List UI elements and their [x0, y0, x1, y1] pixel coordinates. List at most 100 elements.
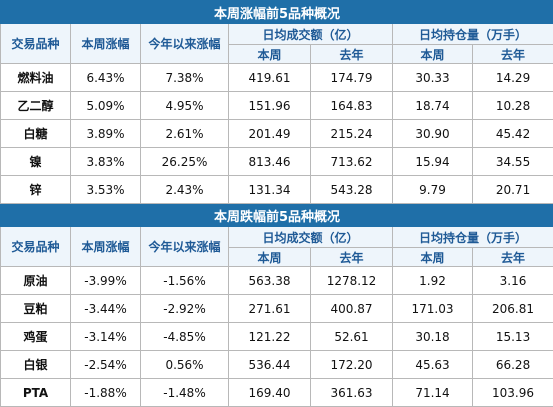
ytd-change: -1.56%: [141, 267, 229, 295]
table-row: 乙二醇 5.09% 4.95% 151.96 164.83 18.74 10.2…: [1, 92, 553, 120]
turnover-this-week: 121.22: [229, 323, 311, 351]
col-header-weekly-change: 本周涨幅: [71, 24, 141, 64]
turnover-last-year: 174.79: [311, 64, 393, 92]
oi-last-year: 45.42: [473, 120, 553, 148]
col-header-turnover: 日均成交额（亿）: [229, 227, 393, 248]
turnover-last-year: 400.87: [311, 295, 393, 323]
weekly-change: -3.99%: [71, 267, 141, 295]
ytd-change: -1.48%: [141, 379, 229, 407]
ytd-change: -4.85%: [141, 323, 229, 351]
col-header-turnover-last-year: 去年: [311, 248, 393, 267]
oi-this-week: 30.33: [393, 64, 473, 92]
oi-this-week: 171.03: [393, 295, 473, 323]
turnover-last-year: 1278.12: [311, 267, 393, 295]
turnover-this-week: 536.44: [229, 351, 311, 379]
weekly-change: -3.14%: [71, 323, 141, 351]
oi-this-week: 9.79: [393, 176, 473, 204]
weekly-change: 6.43%: [71, 64, 141, 92]
oi-last-year: 20.71: [473, 176, 553, 204]
turnover-this-week: 201.49: [229, 120, 311, 148]
turnover-this-week: 131.34: [229, 176, 311, 204]
col-header-turnover-last-year: 去年: [311, 45, 393, 64]
turnover-this-week: 271.61: [229, 295, 311, 323]
ytd-change: 26.25%: [141, 148, 229, 176]
oi-this-week: 30.18: [393, 323, 473, 351]
oi-this-week: 30.90: [393, 120, 473, 148]
weekly-change: 5.09%: [71, 92, 141, 120]
variety-name: 原油: [1, 267, 71, 295]
table-row: 豆粕 -3.44% -2.92% 271.61 400.87 171.03 20…: [1, 295, 553, 323]
col-header-oi-last-year: 去年: [473, 248, 553, 267]
variety-name: 白糖: [1, 120, 71, 148]
table-row: 鸡蛋 -3.14% -4.85% 121.22 52.61 30.18 15.1…: [1, 323, 553, 351]
ytd-change: -2.92%: [141, 295, 229, 323]
oi-this-week: 71.14: [393, 379, 473, 407]
col-header-ytd-change: 今年以来涨幅: [141, 24, 229, 64]
oi-last-year: 206.81: [473, 295, 553, 323]
oi-this-week: 1.92: [393, 267, 473, 295]
table-row: 燃料油 6.43% 7.38% 419.61 174.79 30.33 14.2…: [1, 64, 553, 92]
ytd-change: 2.43%: [141, 176, 229, 204]
turnover-last-year: 164.83: [311, 92, 393, 120]
turnover-last-year: 52.61: [311, 323, 393, 351]
col-header-weekly-change: 本周涨幅: [71, 227, 141, 267]
turnover-this-week: 151.96: [229, 92, 311, 120]
table-row: PTA -1.88% -1.48% 169.40 361.63 71.14 10…: [1, 379, 553, 407]
col-header-turnover: 日均成交额（亿）: [229, 24, 393, 45]
weekly-change: -3.44%: [71, 295, 141, 323]
oi-last-year: 3.16: [473, 267, 553, 295]
turnover-last-year: 543.28: [311, 176, 393, 204]
table-row: 白糖 3.89% 2.61% 201.49 215.24 30.90 45.42: [1, 120, 553, 148]
oi-this-week: 15.94: [393, 148, 473, 176]
turnover-this-week: 563.38: [229, 267, 311, 295]
variety-name: 燃料油: [1, 64, 71, 92]
weekly-change: 3.89%: [71, 120, 141, 148]
oi-last-year: 103.96: [473, 379, 553, 407]
col-header-oi-this-week: 本周: [393, 248, 473, 267]
col-header-ytd-change: 今年以来涨幅: [141, 227, 229, 267]
weekly-change: -2.54%: [71, 351, 141, 379]
oi-this-week: 18.74: [393, 92, 473, 120]
turnover-last-year: 172.20: [311, 351, 393, 379]
turnover-last-year: 361.63: [311, 379, 393, 407]
section-title-gainers: 本周涨幅前5品种概况: [1, 1, 553, 24]
col-header-oi-last-year: 去年: [473, 45, 553, 64]
variety-name: 锌: [1, 176, 71, 204]
variety-name: PTA: [1, 379, 71, 407]
oi-last-year: 14.29: [473, 64, 553, 92]
weekly-change: 3.83%: [71, 148, 141, 176]
weekly-change: 3.53%: [71, 176, 141, 204]
oi-last-year: 15.13: [473, 323, 553, 351]
col-header-turnover-this-week: 本周: [229, 45, 311, 64]
ytd-change: 4.95%: [141, 92, 229, 120]
ytd-change: 2.61%: [141, 120, 229, 148]
oi-this-week: 45.63: [393, 351, 473, 379]
variety-name: 豆粕: [1, 295, 71, 323]
ytd-change: 7.38%: [141, 64, 229, 92]
oi-last-year: 66.28: [473, 351, 553, 379]
col-header-variety: 交易品种: [1, 24, 71, 64]
table-row: 原油 -3.99% -1.56% 563.38 1278.12 1.92 3.1…: [1, 267, 553, 295]
turnover-last-year: 215.24: [311, 120, 393, 148]
table-row: 锌 3.53% 2.43% 131.34 543.28 9.79 20.71: [1, 176, 553, 204]
oi-last-year: 34.55: [473, 148, 553, 176]
variety-name: 鸡蛋: [1, 323, 71, 351]
turnover-this-week: 419.61: [229, 64, 311, 92]
oi-last-year: 10.28: [473, 92, 553, 120]
table-row: 白银 -2.54% 0.56% 536.44 172.20 45.63 66.2…: [1, 351, 553, 379]
section-title-losers: 本周跌幅前5品种概况: [1, 204, 553, 227]
variety-name: 镍: [1, 148, 71, 176]
col-header-open-interest: 日均持仓量（万手）: [393, 227, 553, 248]
weekly-change: -1.88%: [71, 379, 141, 407]
ytd-change: 0.56%: [141, 351, 229, 379]
col-header-oi-this-week: 本周: [393, 45, 473, 64]
variety-name: 乙二醇: [1, 92, 71, 120]
variety-name: 白银: [1, 351, 71, 379]
table-row: 镍 3.83% 26.25% 813.46 713.62 15.94 34.55: [1, 148, 553, 176]
turnover-this-week: 169.40: [229, 379, 311, 407]
turnover-this-week: 813.46: [229, 148, 311, 176]
col-header-turnover-this-week: 本周: [229, 248, 311, 267]
col-header-variety: 交易品种: [1, 227, 71, 267]
turnover-last-year: 713.62: [311, 148, 393, 176]
